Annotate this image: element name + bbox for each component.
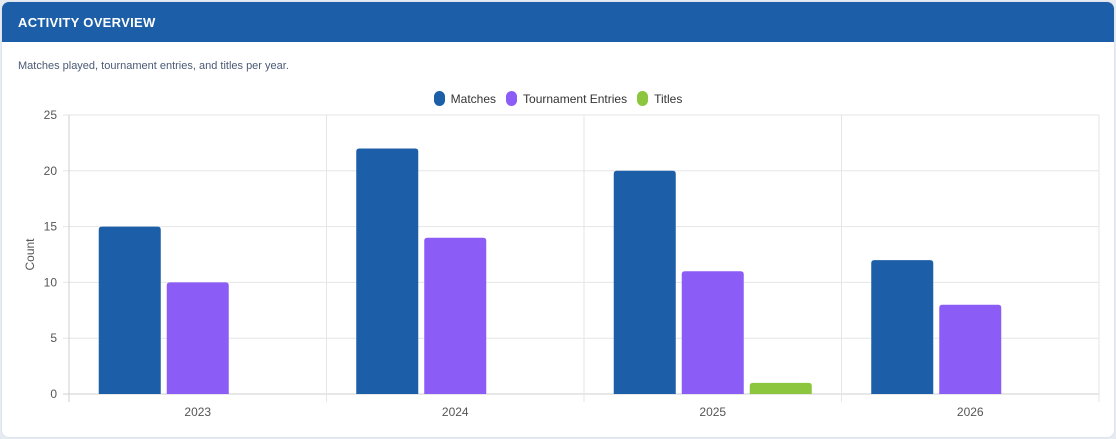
x-tick-label: 2025 (699, 405, 726, 419)
legend-label: Titles (654, 91, 683, 106)
legend-item-tournament-entries[interactable]: Tournament Entries (506, 91, 627, 106)
bar-titles-2025[interactable] (749, 382, 812, 394)
chart-subtitle: Matches played, tournament entries, and … (18, 60, 289, 72)
x-tick-label: 2026 (957, 405, 984, 419)
matches-swatch-icon (433, 91, 445, 106)
x-tick-label: 2024 (442, 405, 469, 419)
bar-matches-2025[interactable] (613, 170, 676, 394)
card-header: ACTIVITY OVERVIEW (2, 2, 1114, 42)
legend-label: Tournament Entries (523, 91, 628, 106)
bar-tournament-entries-2023[interactable] (166, 282, 229, 394)
tournament-entries-swatch-icon (506, 91, 518, 106)
y-tick-label: 0 (50, 387, 57, 401)
legend-label: Matches (450, 91, 497, 106)
chart-legend: Matches Tournament Entries Titles (2, 91, 1114, 106)
bar-matches-2023[interactable] (98, 226, 161, 394)
legend-item-matches[interactable]: Matches (433, 91, 497, 106)
titles-swatch-icon (637, 91, 649, 106)
y-tick-label: 25 (44, 108, 58, 122)
bar-matches-2024[interactable] (356, 148, 419, 394)
card-title: ACTIVITY OVERVIEW (18, 14, 156, 30)
bar-tournament-entries-2024[interactable] (424, 237, 487, 394)
y-tick-label: 10 (44, 275, 58, 289)
bar-tournament-entries-2026[interactable] (939, 304, 1002, 394)
y-tick-label: 15 (44, 220, 58, 234)
legend-item-titles[interactable]: Titles (637, 91, 682, 106)
bar-tournament-entries-2025[interactable] (681, 271, 744, 394)
x-tick-label: 2023 (184, 405, 211, 419)
y-axis-label: Count (23, 238, 37, 271)
bar-matches-2026[interactable] (871, 260, 934, 394)
y-tick-label: 20 (44, 164, 58, 178)
y-tick-label: 5 (50, 331, 57, 345)
